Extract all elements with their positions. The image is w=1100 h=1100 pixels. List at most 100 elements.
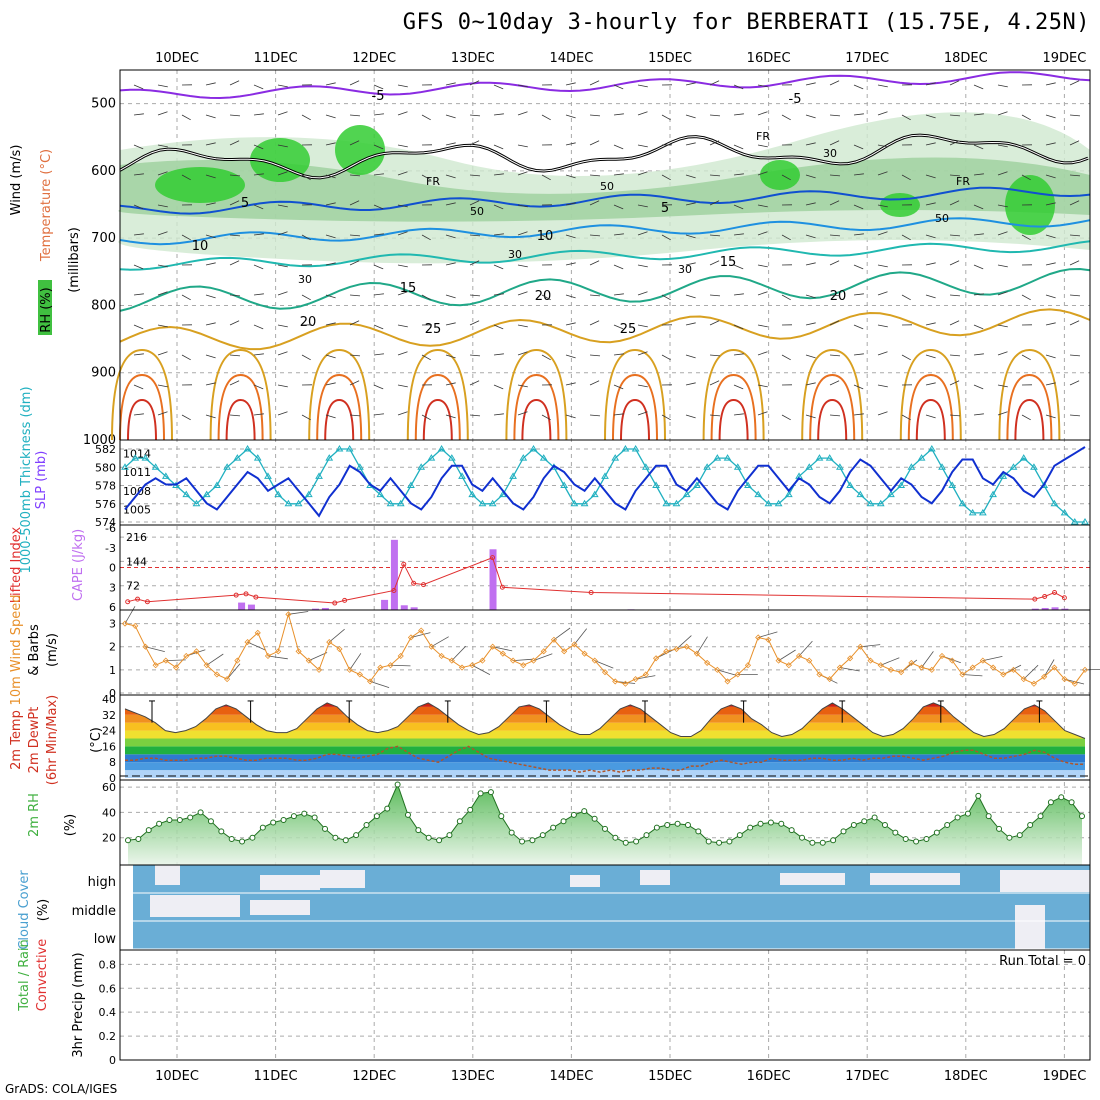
chart-title: GFS 0~10day 3-hourly for BERBERATI (15.7… [402,10,1090,35]
surface-temp-loop [414,373,461,441]
wind-barb [288,611,309,615]
thickness-point [192,499,201,507]
wind-speed-point [938,652,946,660]
thickness-point [539,454,548,461]
wind-barb [709,174,721,177]
wind-barb [901,234,911,241]
thickness-legend-label: 1000-500mb Thickness (dm) [19,386,34,573]
temp-tick: 32 [102,709,116,722]
wind-barb [229,380,240,386]
cloud-gap [250,900,310,915]
pressure-tick: 500 [91,97,116,112]
rh-tick: 20 [102,832,116,845]
rh-point [684,822,691,829]
wind-barb [949,114,961,117]
thickness-point [345,445,354,452]
wind-barb [325,202,336,206]
wind-barb [445,262,456,266]
wind-barb [253,353,264,356]
surface-temp-loop [809,373,856,441]
wind-barb [925,382,936,386]
wind-barb [565,262,576,266]
precip-panel: 0.8 0.6 0.4 0.2 0 Run Total = 0 [99,954,1090,1067]
wind-barb [517,264,528,268]
date-label-top: 17DEC [845,51,889,66]
rh-point [456,818,463,825]
wind-barb [253,324,264,330]
wind-barb [493,204,504,210]
wind-barb [181,414,191,421]
wind-barb [157,351,168,356]
wind-speed-point [254,629,261,636]
wind-barb [853,324,864,330]
cape-bar [1041,607,1049,610]
thickness-point [386,499,395,507]
wind-barb [301,174,311,181]
wind-speed-point [775,657,782,664]
wind-barb [205,234,216,239]
wind-barb [877,264,888,268]
rh-point [436,837,443,844]
wind-barb [685,82,696,86]
wind-speed-point [949,657,956,664]
wind-barb [709,200,720,206]
li-point [1061,595,1067,601]
rh-point [197,809,204,816]
wind-barb [1021,354,1031,361]
thickness-point [897,481,906,488]
wind-barb [349,140,360,146]
rh-high-cell [760,160,800,190]
wind-barb [133,233,144,236]
rh-point [145,827,152,834]
cape-tick: 216 [126,531,147,544]
wind-barb [925,262,936,266]
wind-barb [733,413,744,416]
wind-barb [206,653,224,666]
wind-barb [661,234,671,241]
rh-contour-label: 30 [508,248,522,261]
wind-barb [469,354,481,357]
wind-barb [901,414,911,421]
wind-barb [277,171,288,176]
wind-barb [839,667,860,672]
rh-point [933,829,940,836]
wind-barb [860,644,881,648]
wind-barb [565,294,576,299]
thickness-point [723,454,732,461]
wind-barb [369,681,390,688]
wind-speed-point [315,666,323,673]
surface-temp-loop [612,373,658,441]
rh-point [809,839,816,846]
wind-barb [925,354,936,359]
wind-barb [853,84,864,90]
wind-speed-point [367,678,374,685]
slp-tick: 1011 [123,466,151,479]
wind-speed-point [213,671,220,678]
wind-barb [517,111,528,116]
wind-barb [733,293,744,296]
date-label-top: 16DEC [747,51,791,66]
wind-barb [205,262,216,266]
wind-legend-label: (m/s) [45,633,60,667]
temp-color-band [125,730,1085,739]
run-total-label: Run Total = 0 [999,954,1086,969]
rh-point [767,819,774,826]
wind-speed-point [244,639,251,646]
rh-point [778,820,785,827]
rh-area [128,784,1082,865]
wind-barb [397,204,408,208]
wind-barb [205,142,216,146]
thickness-point [458,472,466,479]
wind-barb [373,384,384,390]
thickness-point [682,490,691,498]
rh-point [529,837,536,844]
wind-barb [133,413,144,416]
cape-bar [1051,607,1059,610]
cape-bar [238,602,246,610]
rh-point [892,829,899,836]
wind-barb [829,294,841,297]
rh-point [570,811,577,818]
wind-barb [157,291,168,296]
wind-barb [325,322,336,326]
wind-speed-point [990,664,997,671]
